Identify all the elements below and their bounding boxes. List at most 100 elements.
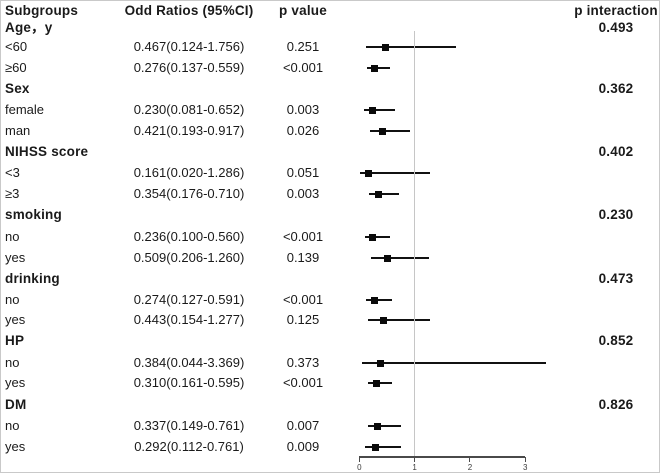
subgroup-item-row: yes 0.310(0.161-0.595) <0.001 [1, 373, 659, 393]
ci-line [367, 425, 402, 427]
or-marker [368, 233, 376, 241]
ci-line [369, 193, 399, 195]
or-marker [364, 169, 372, 177]
subgroup-item-row: yes 0.509(0.206-1.260) 0.139 [1, 248, 659, 268]
subgroup-item-row: no 0.337(0.149-0.761) 0.007 [1, 416, 659, 436]
subgroup-item-row: yes 0.443(0.154-1.277) 0.125 [1, 310, 659, 330]
odd-ratio-ci-value: 0.161(0.020-1.286) [133, 165, 245, 180]
odd-ratio-ci-value: 0.509(0.206-1.260) [133, 250, 245, 265]
p-interaction-value: 0.826 [598, 397, 634, 412]
odd-ratio-ci-value: 0.230(0.081-0.652) [133, 102, 245, 117]
ci-line [367, 319, 430, 321]
row-label: drinking [5, 271, 60, 286]
subgroup-header-row: DM 0.826 [1, 395, 659, 415]
or-marker [381, 43, 389, 51]
subgroup-header-row: HP 0.852 [1, 331, 659, 351]
row-label: no [5, 229, 20, 244]
x-axis-tick-label: 3 [523, 463, 528, 472]
row-label: yes [5, 250, 26, 265]
row-label: yes [5, 375, 26, 390]
odd-ratio-ci-value: 0.310(0.161-0.595) [133, 375, 245, 390]
p-value: 0.373 [286, 355, 320, 370]
odd-ratio-ci-value: 0.467(0.124-1.756) [133, 39, 245, 54]
row-label: NIHSS score [5, 144, 89, 159]
p-value: 0.009 [286, 439, 320, 454]
subgroup-item-row: no 0.274(0.127-0.591) <0.001 [1, 290, 659, 310]
row-label: ≥60 [5, 60, 27, 75]
or-marker [380, 316, 388, 324]
p-interaction-value: 0.493 [598, 20, 634, 35]
odd-ratio-ci-value: 0.292(0.112-0.761) [134, 439, 244, 454]
row-label: female [5, 102, 45, 117]
x-axis-tick [414, 457, 416, 462]
subgroup-item-row: yes 0.292(0.112-0.761) 0.009 [1, 437, 659, 457]
p-interaction-value: 0.852 [598, 333, 634, 348]
p-value: 0.139 [286, 250, 320, 265]
x-axis-line [359, 456, 526, 458]
subgroup-header-row: Age，y 0.493 [1, 18, 659, 38]
or-marker [379, 127, 387, 135]
odd-ratio-ci-value: 0.276(0.137-0.559) [133, 60, 245, 75]
or-marker [370, 296, 378, 304]
subgroup-item-row: <3 0.161(0.020-1.286) 0.051 [1, 163, 659, 183]
or-marker [374, 422, 382, 430]
or-marker [368, 106, 376, 114]
p-value: <0.001 [282, 60, 324, 75]
p-interaction-value: 0.362 [598, 81, 634, 96]
ci-line [366, 46, 457, 48]
odd-ratio-ci-value: 0.354(0.176-0.710) [133, 186, 245, 201]
column-header-p-interaction: p interaction [574, 3, 658, 18]
ci-line [363, 109, 396, 111]
ci-line [361, 362, 546, 364]
p-interaction-value: 0.230 [598, 207, 634, 222]
row-label: DM [5, 397, 27, 412]
subgroup-item-row: man 0.421(0.193-0.917) 0.026 [1, 121, 659, 141]
ci-line [369, 130, 411, 132]
p-value: <0.001 [282, 229, 324, 244]
x-axis-tick [524, 457, 526, 462]
or-marker [383, 254, 391, 262]
or-marker [372, 379, 380, 387]
ci-line [366, 67, 391, 69]
row-label: no [5, 418, 20, 433]
x-axis-tick-label: 0 [357, 463, 362, 472]
subgroup-item-row: female 0.230(0.081-0.652) 0.003 [1, 100, 659, 120]
p-value: 0.026 [286, 123, 320, 138]
row-label: Age，y [5, 20, 53, 35]
ci-line [365, 446, 402, 448]
subgroup-item-row: ≥3 0.354(0.176-0.710) 0.003 [1, 184, 659, 204]
column-header-odd-ratios: Odd Ratios (95%CI) [124, 3, 254, 18]
row-label: no [5, 292, 20, 307]
odd-ratio-ci-value: 0.337(0.149-0.761) [133, 418, 245, 433]
subgroup-header-row: smoking 0.230 [1, 205, 659, 225]
ci-line [366, 299, 392, 301]
row-label: Sex [5, 81, 30, 96]
x-axis-tick-label: 1 [412, 463, 417, 472]
ci-line [368, 382, 393, 384]
row-label: yes [5, 439, 26, 454]
row-label: <60 [5, 39, 28, 54]
p-value: 0.003 [286, 102, 320, 117]
p-interaction-value: 0.473 [598, 271, 634, 286]
p-interaction-value: 0.402 [598, 144, 634, 159]
odd-ratio-ci-value: 0.443(0.154-1.277) [133, 312, 245, 327]
subgroup-header-row: drinking 0.473 [1, 269, 659, 289]
p-value: 0.007 [286, 418, 320, 433]
subgroup-item-row: no 0.384(0.044-3.369) 0.373 [1, 353, 659, 373]
row-label: <3 [5, 165, 20, 180]
odd-ratio-ci-value: 0.384(0.044-3.369) [133, 355, 245, 370]
column-header-p-value: p value [279, 3, 327, 18]
subgroup-item-row: ≥60 0.276(0.137-0.559) <0.001 [1, 58, 659, 78]
odd-ratio-ci-value: 0.421(0.193-0.917) [133, 123, 245, 138]
p-value: 0.051 [286, 165, 320, 180]
p-value: 0.003 [286, 186, 320, 201]
row-label: ≥3 [5, 186, 20, 201]
x-axis-tick [469, 457, 471, 462]
subgroup-header-row: NIHSS score 0.402 [1, 142, 659, 162]
column-header-row: Subgroups Odd Ratios (95%CI) p value p i… [1, 1, 659, 21]
ci-line [364, 236, 391, 238]
or-marker [375, 190, 383, 198]
ci-line [360, 172, 431, 174]
subgroup-header-row: Sex 0.362 [1, 79, 659, 99]
